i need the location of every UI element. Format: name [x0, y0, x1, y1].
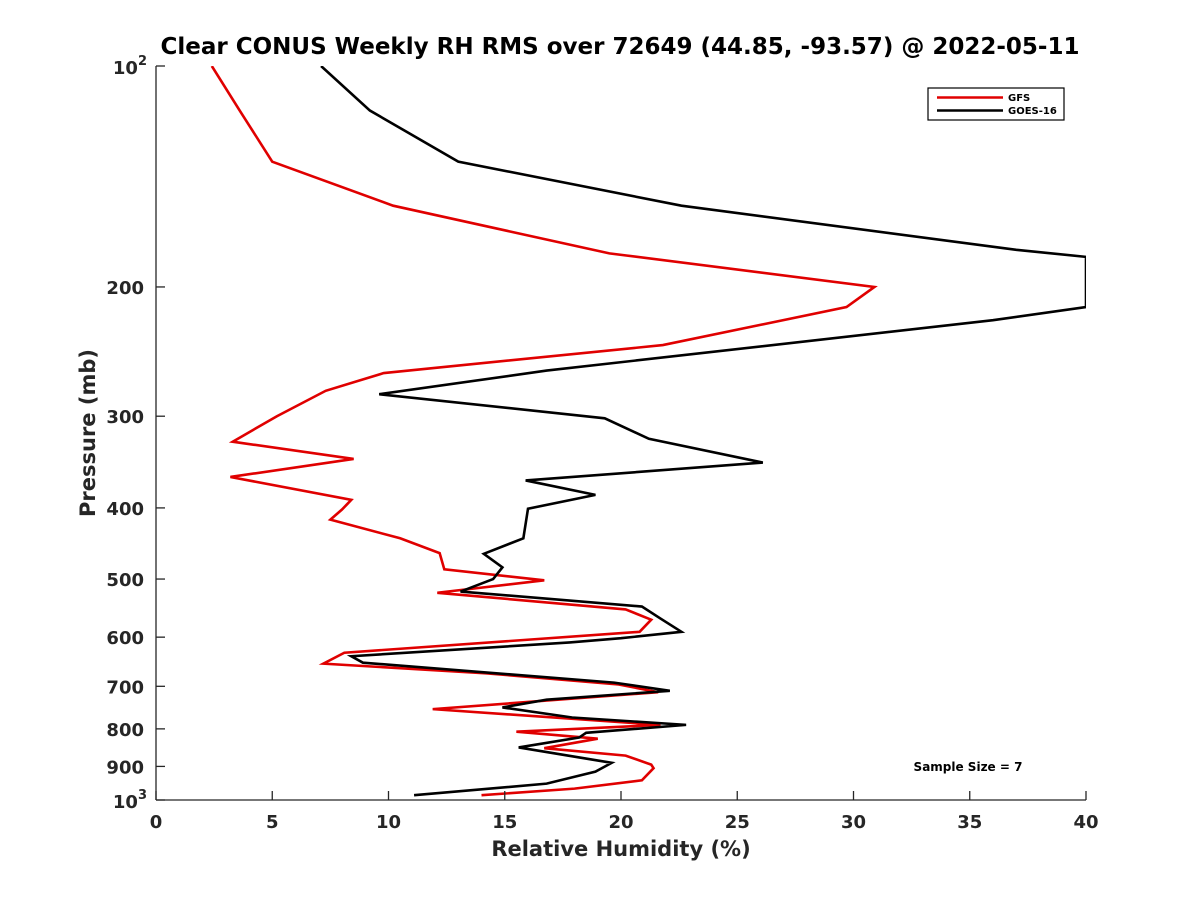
series-group [210, 66, 1086, 797]
y-tick-label: 102 [113, 54, 147, 79]
sample-size-annotation: Sample Size = 7 [914, 760, 1023, 774]
y-tick-label: 300 [106, 407, 144, 428]
x-tick-label: 25 [725, 812, 750, 833]
series-layer [210, 66, 1086, 797]
x-tick-label: 5 [266, 812, 279, 833]
legend: GFS GOES-16 [927, 87, 1065, 121]
x-tick-label: 30 [841, 812, 866, 833]
x-tick-label: 0 [150, 812, 163, 833]
y-tick-label: 700 [106, 677, 144, 698]
legend-box [927, 87, 1065, 121]
y-tick-label: 500 [106, 570, 144, 591]
y-tick-label: 800 [106, 720, 144, 741]
series-line-gfs [210, 66, 878, 797]
y-tick-label: 400 [106, 499, 144, 520]
axes-layer: 0 5 10 15 20 25 30 35 40 102 200 300 400 500 600 700 800… [106, 54, 1098, 833]
y-tick-label: 600 [106, 628, 144, 649]
x-axis-label: Relative Humidity (%) [491, 837, 750, 861]
x-tick-label: 40 [1073, 812, 1098, 833]
y-axis-label: Pressure (mb) [76, 349, 100, 517]
series-line-goes16 [320, 66, 1086, 797]
y-tick-label: 200 [106, 278, 144, 299]
legend-label-gfs: GFS [1008, 93, 1030, 104]
chart-title: Clear CONUS Weekly RH RMS over 72649 (44… [161, 34, 1080, 60]
x-tick-label: 15 [492, 812, 517, 833]
x-tick-label: 35 [957, 812, 982, 833]
x-tick-label: 20 [608, 812, 633, 833]
y-tick-label: 900 [106, 757, 144, 778]
y-tick-label: 103 [113, 788, 147, 813]
legend-label-goes16: GOES-16 [1008, 106, 1057, 117]
x-tick-label: 10 [376, 812, 401, 833]
